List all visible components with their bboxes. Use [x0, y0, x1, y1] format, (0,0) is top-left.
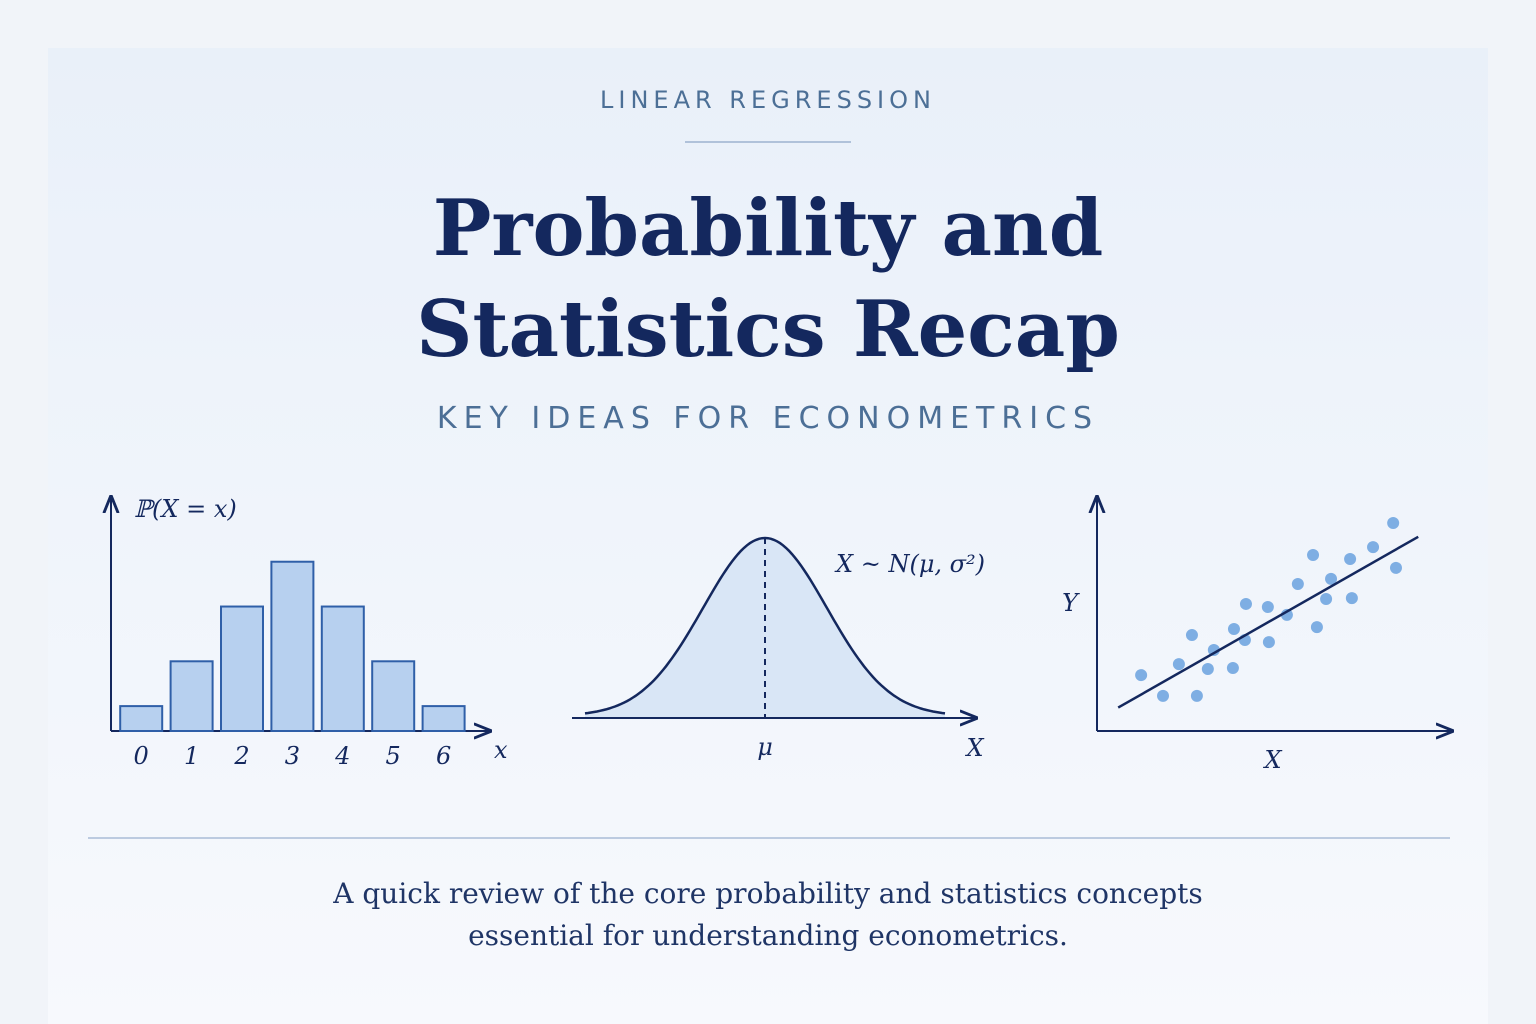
- x-axis-label: x: [494, 736, 508, 764]
- bar: [270, 560, 315, 732]
- subtitle: KEY IDEAS FOR ECONOMETRICS: [437, 401, 1099, 436]
- point: [1261, 600, 1274, 613]
- point: [1190, 689, 1203, 702]
- x-axis-label: X: [964, 734, 984, 762]
- point: [1135, 669, 1148, 682]
- point: [1185, 629, 1198, 642]
- point: [1226, 662, 1239, 675]
- x-tick-label: 2: [233, 742, 249, 770]
- x-tick-label: 5: [386, 742, 401, 770]
- y-axis-label: Y: [1062, 589, 1080, 617]
- center-label: μ: [757, 733, 773, 761]
- eyebrow: LINEAR REGRESSION: [600, 86, 936, 114]
- point: [1345, 592, 1358, 605]
- point: [1201, 662, 1214, 675]
- card: [48, 48, 1488, 1024]
- point: [1307, 549, 1320, 562]
- bar: [220, 605, 264, 733]
- x-tick-label: 0: [134, 742, 149, 770]
- x-tick-label: 6: [436, 742, 451, 770]
- description: A quick review of the core probability a…: [332, 877, 1203, 910]
- x-tick-label: 3: [285, 742, 300, 770]
- bar: [421, 705, 466, 733]
- description: essential for understanding econometrics…: [468, 919, 1068, 952]
- point: [1227, 622, 1240, 635]
- x-tick-label: 4: [334, 742, 350, 770]
- point: [1320, 593, 1333, 606]
- title-line: Probability and: [433, 183, 1104, 274]
- point: [1157, 689, 1170, 702]
- x-axis-label: X: [1262, 746, 1282, 774]
- point: [1325, 572, 1338, 585]
- annotation: X ~ N(μ, σ²): [834, 550, 985, 578]
- point: [1387, 516, 1400, 529]
- point: [1310, 621, 1323, 634]
- point: [1207, 644, 1220, 657]
- bar: [371, 660, 416, 732]
- point: [1389, 561, 1402, 574]
- point: [1239, 597, 1252, 610]
- point: [1344, 553, 1357, 566]
- bar: [119, 705, 164, 733]
- x-tick-label: 1: [184, 742, 199, 770]
- y-axis-label: ℙ(X = x): [134, 495, 237, 523]
- fit-line: [1117, 535, 1419, 709]
- point: [1291, 578, 1304, 591]
- bar: [169, 660, 214, 732]
- point: [1172, 658, 1185, 671]
- title-line: Statistics Recap: [416, 284, 1120, 375]
- bar: [320, 605, 365, 733]
- point: [1262, 636, 1275, 649]
- point: [1367, 541, 1380, 554]
